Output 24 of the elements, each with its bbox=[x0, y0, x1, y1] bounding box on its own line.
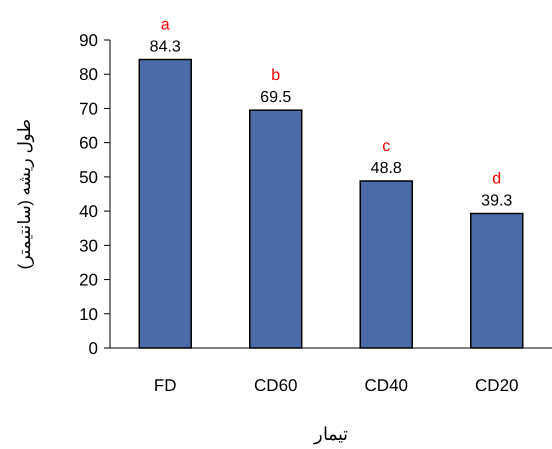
y-tick-label: 10 bbox=[79, 304, 98, 324]
data-label: 39.3 bbox=[481, 192, 512, 210]
x-tick-label: CD60 bbox=[254, 376, 298, 395]
y-tick-label: 40 bbox=[79, 202, 98, 222]
x-axis-title: تیمار bbox=[313, 424, 348, 445]
y-tick-label: 20 bbox=[79, 270, 98, 290]
y-axis-title: طول ریشه (سانتیمتر) bbox=[15, 118, 35, 270]
x-tick-label: CD40 bbox=[364, 376, 408, 395]
y-tick-label: 70 bbox=[79, 99, 98, 118]
annotation: b bbox=[271, 67, 280, 84]
annotation: a bbox=[160, 16, 170, 34]
y-tick-label: 80 bbox=[79, 65, 98, 84]
data-label: 48.8 bbox=[370, 160, 402, 177]
y-tick-label: 60 bbox=[79, 134, 98, 153]
data-label: 69.5 bbox=[260, 89, 292, 106]
y-tick-label: 50 bbox=[79, 168, 98, 187]
annotation: d bbox=[492, 170, 502, 188]
y-tick-label: 90 bbox=[79, 31, 98, 50]
data-label: 84.3 bbox=[150, 38, 181, 56]
x-tick-label: FD bbox=[154, 376, 177, 395]
y-tick-label: 0 bbox=[88, 339, 98, 358]
annotation: c bbox=[382, 138, 390, 155]
x-tick-label: CD20 bbox=[475, 376, 518, 395]
y-tick-label: 30 bbox=[79, 236, 98, 256]
